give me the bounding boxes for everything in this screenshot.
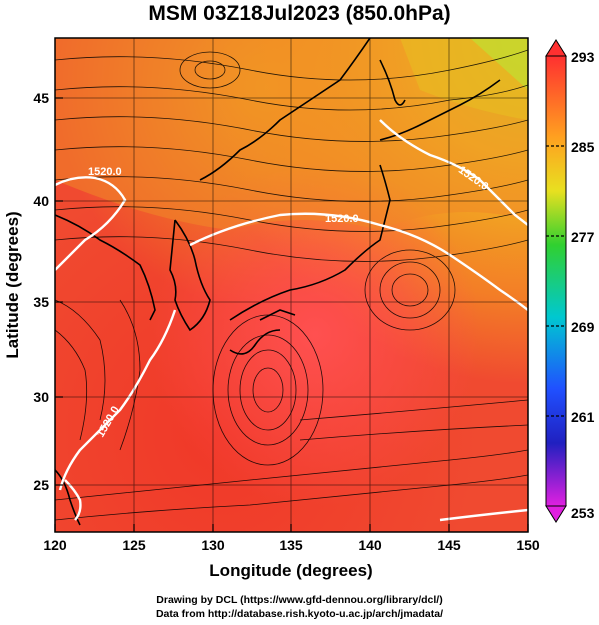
x-tick-label: 130 xyxy=(201,537,225,553)
x-tick-label: 135 xyxy=(279,537,303,553)
x-tick-label: 120 xyxy=(43,537,67,553)
y-tick-label: 35 xyxy=(33,294,49,310)
x-tick-label: 140 xyxy=(358,537,382,553)
credits: Drawing by DCL (https://www.gfd-dennou.o… xyxy=(0,593,599,621)
colorbar-label: 277 xyxy=(571,229,595,245)
x-axis: 120 125 130 135 140 145 150 Longitude (d… xyxy=(43,524,540,580)
colorbar: 293 285 277 269 261 253 xyxy=(545,39,595,523)
x-tick-label: 145 xyxy=(437,537,461,553)
map-title: MSM 03Z18Jul2023 (850.0hPa) xyxy=(148,2,451,25)
colorbar-label: 293 xyxy=(571,49,595,65)
x-tick-label: 125 xyxy=(122,537,146,553)
contour-label: 1520.0 xyxy=(88,166,122,178)
y-tick-label: 30 xyxy=(33,389,49,405)
contour-label: 1520.0 xyxy=(325,213,359,225)
x-axis-title: Longitude (degrees) xyxy=(209,561,372,580)
y-axis-title: Latitude (degrees) xyxy=(3,211,22,358)
grid-lines xyxy=(55,38,528,532)
credits-line-data: Data from http://database.rish.kyoto-u.a… xyxy=(155,608,444,620)
wind-streamlines xyxy=(55,49,528,521)
colorbar-label: 253 xyxy=(571,505,595,521)
height-contours xyxy=(55,119,528,522)
x-tick-label: 150 xyxy=(516,537,540,553)
y-axis: 45 40 35 30 25 Latitude (degrees) xyxy=(3,90,63,493)
y-tick-label: 40 xyxy=(33,193,49,209)
y-tick-label: 45 xyxy=(33,90,49,106)
y-tick-label: 25 xyxy=(33,477,49,493)
colorbar-label: 261 xyxy=(571,409,595,425)
credits-line-dcl: Drawing by DCL (https://www.gfd-dennou.o… xyxy=(156,594,443,606)
colorbar-label: 269 xyxy=(571,319,595,335)
colorbar-label: 285 xyxy=(571,139,595,155)
